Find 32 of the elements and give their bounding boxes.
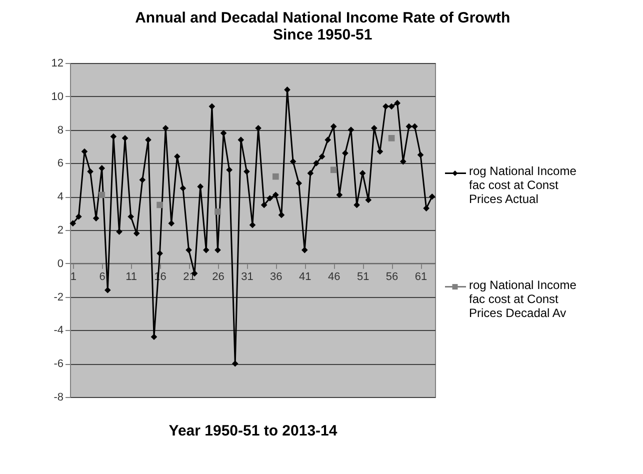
y-tick-label: -2 <box>54 291 64 304</box>
x-tick-label: 51 <box>356 270 370 283</box>
x-tick-label: 6 <box>99 270 106 283</box>
chart-title: Annual and Decadal National Income Rate of Growth Since 1950-51 <box>135 10 510 44</box>
point <box>388 134 395 142</box>
legend-label: rog National Income fac cost at Const Prices Actual <box>469 164 577 206</box>
point <box>98 192 106 198</box>
y-tick-label: 6 <box>57 158 64 170</box>
x-tick-label: 46 <box>328 270 340 283</box>
y-tick-label: 4 <box>57 191 64 204</box>
x-tick-label: 56 <box>386 270 398 283</box>
y-tick-label: 10 <box>51 90 64 103</box>
x-tick-label: 1 <box>70 270 76 283</box>
x-tick-label: 26 <box>212 270 224 283</box>
y-tick-label: -4 <box>54 324 64 337</box>
point <box>272 173 279 180</box>
y-tick-label: 0 <box>57 258 64 270</box>
x-tick-label: 61 <box>414 270 428 283</box>
y-tick-label: 2 <box>57 224 64 236</box>
y-tick-label: 8 <box>57 124 64 136</box>
legend-label: rog National Income fac cost at Const Prices Decadal Av <box>469 278 577 320</box>
point <box>330 166 337 174</box>
y-tick-label: -8 <box>54 392 64 404</box>
point <box>156 202 163 208</box>
y-tick-label: -6 <box>54 358 64 370</box>
x-tick-label: 36 <box>270 270 282 283</box>
x-tick-label: 31 <box>241 270 254 283</box>
x-tick-label: 41 <box>299 270 312 283</box>
x-tick-label: 11 <box>126 270 138 283</box>
point <box>214 208 221 215</box>
x-axis-title: Year 1950-51 to 2013-14 <box>168 422 338 440</box>
y-tick-label: 12 <box>51 58 64 70</box>
